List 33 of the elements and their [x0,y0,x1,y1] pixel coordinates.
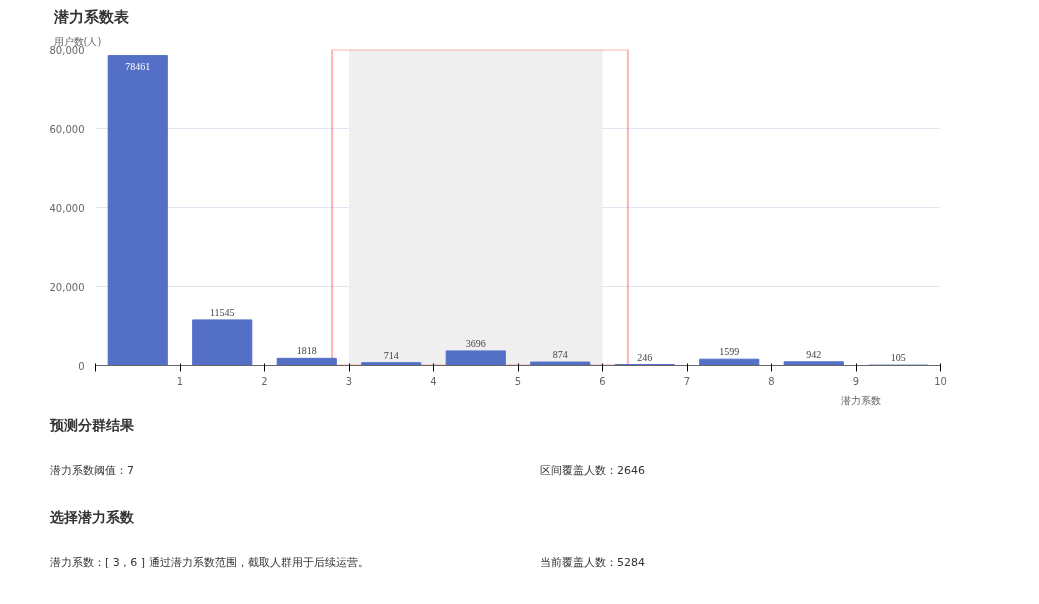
text: 预测分群结果 [50,416,134,435]
x-tick-label: 10 [934,375,947,387]
x-tick-label: 7 [683,375,691,387]
x-tick-label: 8 [768,375,775,387]
y-tick-label: 20,000 [49,281,85,293]
x-tick-label: 1 [176,375,184,387]
y-axis-title: 用户数(人) [53,35,102,47]
data-label: 105 [890,352,906,364]
text: 潜力系数：[ 3 , 6 ] 通过潜力系数范围，截取人群用于后续运营。 [50,554,369,571]
x-tick-label: 6 [599,375,606,387]
data-label: 3696 [465,337,486,349]
y-tick-label: 0 [78,360,85,372]
data-label: 1599 [719,346,740,358]
data-label: 11545 [209,306,235,318]
y-tick-label: 60,000 [49,123,85,135]
text: 潜力系数阈值：7 [50,463,134,479]
data-label: 942 [806,348,822,360]
data-label: 1818 [296,345,317,357]
data-label: 714 [383,349,399,361]
x-tick-label: 4 [430,375,437,387]
x-tick-label: 5 [514,375,522,387]
x-tick-label: 9 [852,375,860,387]
data-label: 246 [637,351,653,363]
data-label: 78461 [125,60,151,72]
x-axis-title: 潜力系数 [840,394,881,406]
text: 当前覆盖人数：5284 [540,554,645,571]
text: 区间覆盖人数：2646 [540,463,645,479]
x-tick-label: 2 [261,375,268,387]
data-label: 874 [552,349,568,361]
y-tick-label: 40,000 [49,202,85,214]
chart-title: 潜力系数表 [52,7,130,26]
x-tick-label: 3 [345,375,353,387]
text: 选择潜力系数 [50,507,134,527]
